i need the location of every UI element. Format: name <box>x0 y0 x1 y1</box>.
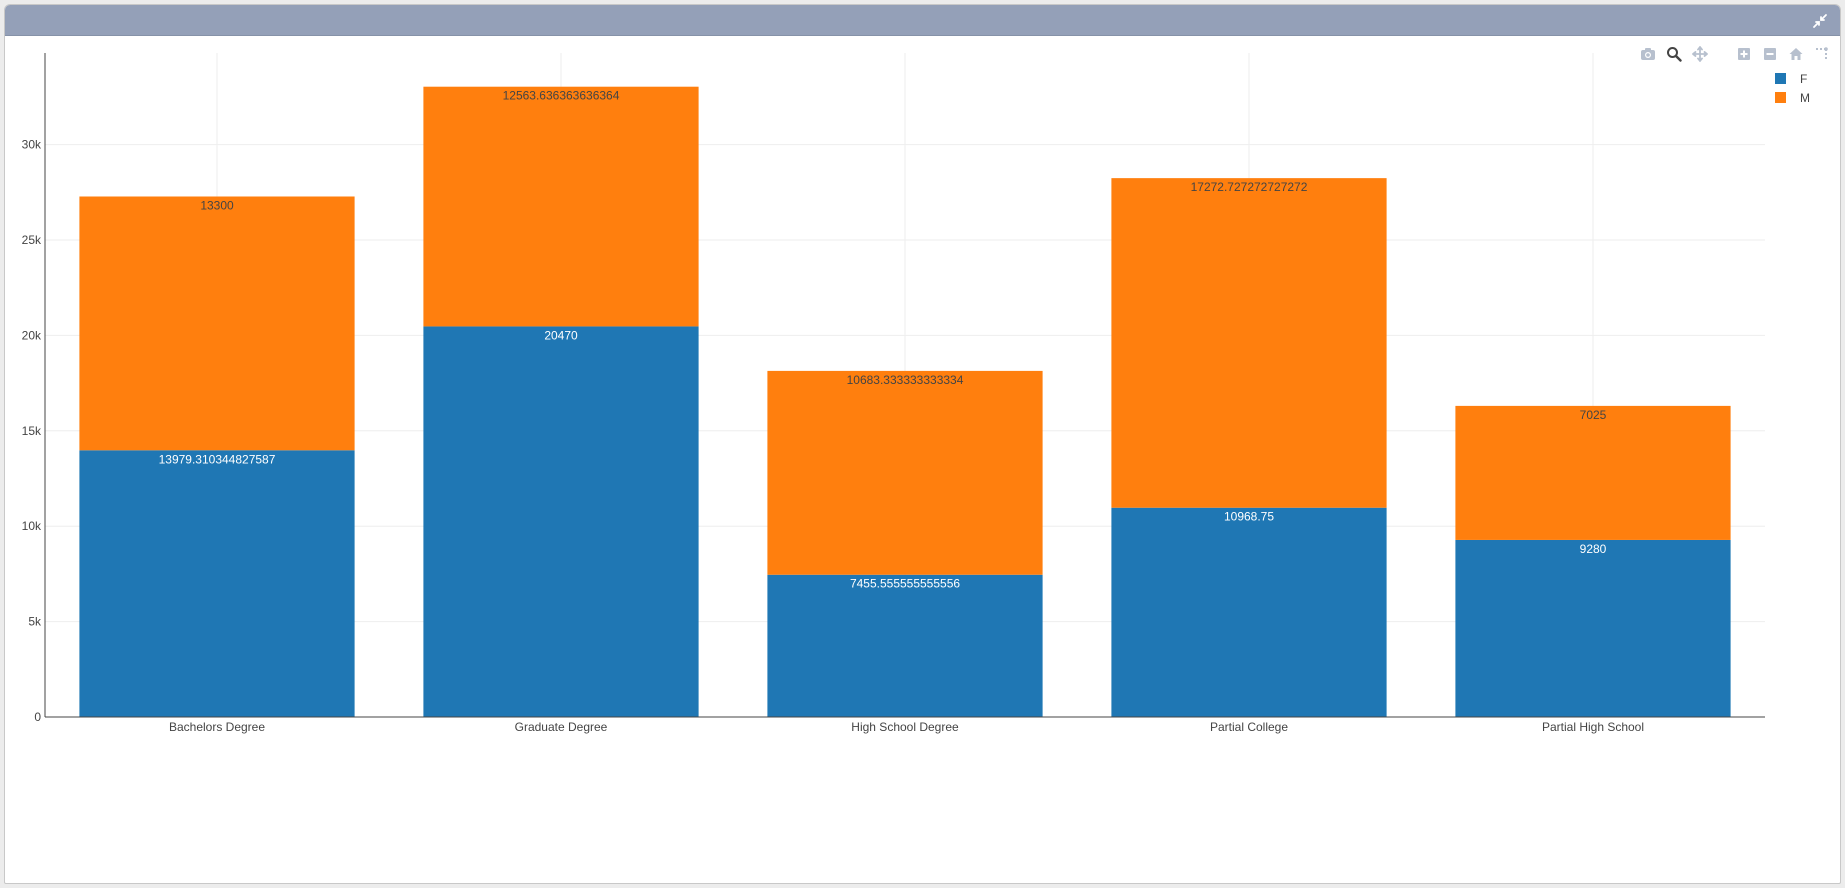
bar-data-label: 20470 <box>544 328 578 342</box>
zoom-in-icon[interactable] <box>1736 46 1752 62</box>
window-titlebar <box>5 5 1840 36</box>
legend-swatch-f <box>1775 73 1786 84</box>
legend: F M <box>1775 69 1810 107</box>
home-icon[interactable] <box>1788 46 1804 62</box>
bar-data-label: 10683.333333333334 <box>847 373 964 387</box>
legend-swatch-m <box>1775 92 1786 103</box>
y-tick-label: 20k <box>22 328 42 342</box>
bar-data-label: 12563.636363636364 <box>503 89 620 103</box>
x-tick-label: Graduate Degree <box>515 720 608 734</box>
legend-label-f: F <box>1800 71 1808 86</box>
zoom-out-icon[interactable] <box>1762 46 1778 62</box>
camera-icon[interactable] <box>1640 46 1656 62</box>
bar-m[interactable] <box>423 86 699 327</box>
bar-data-label: 9280 <box>1580 542 1607 556</box>
y-tick-label: 15k <box>22 424 42 438</box>
legend-label-m: M <box>1800 90 1810 105</box>
zoom-icon[interactable] <box>1666 46 1682 62</box>
y-tick-label: 10k <box>22 519 42 533</box>
collapse-icon[interactable] <box>1812 13 1828 29</box>
bar-f[interactable] <box>767 574 1043 717</box>
y-tick-label: 5k <box>28 615 42 629</box>
x-tick-label: Partial High School <box>1542 720 1644 734</box>
y-tick-label: 30k <box>22 138 42 152</box>
bar-m[interactable] <box>79 196 355 451</box>
bar-data-label: 7025 <box>1580 408 1607 422</box>
legend-item-f[interactable]: F <box>1775 69 1810 88</box>
bar-f[interactable] <box>423 326 699 717</box>
bar-f[interactable] <box>1455 539 1731 717</box>
bar-data-label: 17272.727272727272 <box>1191 180 1308 194</box>
bar-data-label: 7455.555555555556 <box>850 577 960 591</box>
stacked-bar-chart: 0 5k 10k 15k 20k 25k 30k 13979.310344827587 2047… <box>22 53 1765 734</box>
x-tick-label: Partial College <box>1210 720 1288 734</box>
bar-data-label: 10968.75 <box>1224 510 1274 524</box>
pan-icon[interactable] <box>1692 46 1708 62</box>
x-tick-label: Bachelors Degree <box>169 720 265 734</box>
legend-item-m[interactable]: M <box>1775 88 1810 107</box>
bar-data-label: 13979.310344827587 <box>159 452 276 466</box>
plot-area: 0 5k 10k 15k 20k 25k 30k 13979.310344827587 2047… <box>5 36 1840 883</box>
bar-f[interactable] <box>79 450 355 717</box>
bar-data-label: 13300 <box>200 198 234 212</box>
y-tick-label: 25k <box>22 233 42 247</box>
x-tick-label: High School Degree <box>851 720 959 734</box>
y-tick-label: 0 <box>34 710 41 724</box>
bar-m[interactable] <box>1455 405 1731 540</box>
bar-m[interactable] <box>1111 178 1387 508</box>
modebar <box>1640 46 1830 62</box>
spikelines-icon[interactable] <box>1814 46 1830 62</box>
bar-f[interactable] <box>1111 507 1387 717</box>
chart-window: 0 5k 10k 15k 20k 25k 30k 13979.310344827587 2047… <box>4 4 1841 884</box>
bar-m[interactable] <box>767 370 1043 575</box>
